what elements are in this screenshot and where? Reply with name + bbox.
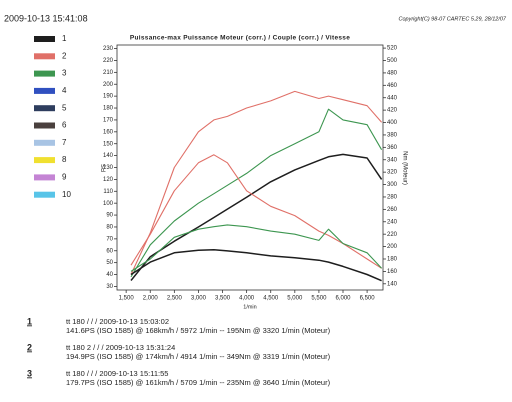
legend-swatch [34,122,55,129]
run-title: tt 180 2 / / / 2009-10-13 15:31:24 [66,343,175,352]
legend-label: 2 [62,51,67,60]
y2-axis-label: Nm (Moteur) [401,151,407,185]
copyright: Copyright(C) 98-07 CARTEC 5.29, 28/12/07 [398,16,506,22]
y-tick-label: 120 [103,177,114,183]
series-line [130,153,383,281]
y-tick-label: 230 [103,46,114,52]
legend-swatch [34,157,55,164]
legend-label: 3 [62,69,67,78]
y2-tick-label: 380 [387,133,398,139]
timestamp: 2009-10-13 15:41:08 [4,13,88,23]
x-tick-label: 1,500 [119,296,135,302]
y2-tick-label: 200 [387,244,398,250]
y2-tick-label: 460 [387,83,398,89]
legend-label: 1 [62,34,67,43]
x-tick-label: 4,000 [239,296,255,302]
run-number: 1 [27,316,32,326]
legend-label: 7 [62,138,67,147]
series-line [130,90,383,275]
x-tick-label: 6,000 [335,296,351,302]
x-tick-label: 3,000 [191,296,207,302]
y2-tick-label: 160 [387,269,398,275]
y2-tick-label: 400 [387,120,398,126]
legend-swatch [34,105,55,112]
y2-tick-label: 300 [387,182,398,188]
legend-label: 4 [62,86,67,95]
y-tick-label: 200 [103,82,114,88]
y2-tick-label: 340 [387,157,398,163]
legend-label: 6 [62,121,67,130]
y-tick-label: 90 [106,213,113,219]
legend-swatch [34,139,55,146]
legend-label: 8 [62,155,67,164]
y-tick-label: 50 [106,260,113,266]
y-tick-label: 80 [106,225,113,231]
y-tick-label: 170 [103,118,114,124]
y-tick-label: 30 [106,284,113,290]
y-tick-label: 220 [103,58,114,64]
legend-swatch [34,36,55,42]
x-tick-label: 5,000 [287,296,303,302]
y2-tick-label: 420 [387,108,398,114]
y-tick-label: 100 [103,201,114,207]
legend-swatch [34,174,55,181]
y-tick-label: 140 [103,153,114,159]
y-tick-label: 60 [106,248,113,254]
series-line [130,224,383,272]
run-title: tt 180 / / / 2009-10-13 15:03:02 [66,317,169,326]
x-tick-label: 2,000 [143,296,159,302]
legend-label: 9 [62,173,67,182]
legend-swatch [34,70,55,77]
legend-swatch [34,191,55,198]
x-tick-label: 3,500 [215,296,231,302]
x-tick-label: 6,500 [360,296,376,302]
legend-swatch [34,87,55,94]
run-number: 3 [27,368,32,378]
y2-tick-label: 140 [387,281,398,287]
x-tick-label: 5,500 [311,296,327,302]
x-axis-label: 1/min [243,304,256,310]
y2-tick-label: 480 [387,70,398,76]
y-tick-label: 180 [103,106,114,112]
y-tick-label: 40 [106,272,113,278]
run-summary: 179.7PS (ISO 1585) @ 161km/h / 5709 1/mi… [66,378,331,387]
y-axis-label: PS [102,164,108,172]
y-tick-label: 210 [103,70,114,76]
y-tick-label: 70 [106,236,113,242]
run-number: 2 [27,342,32,352]
chart-title: Puissance-max Puissance Moteur (corr.) /… [130,35,350,42]
y-tick-label: 110 [103,189,113,195]
legend-label: 5 [62,103,67,112]
y-tick-label: 160 [103,129,114,135]
y2-tick-label: 360 [387,145,398,151]
legend-swatch [34,53,55,60]
y-tick-label: 130 [103,165,114,171]
y-tick-label: 190 [103,94,114,100]
y2-tick-label: 240 [387,219,398,225]
y2-tick-label: 220 [387,232,398,238]
series-line [130,248,382,282]
y2-tick-label: 520 [387,46,398,52]
run-title: tt 180 / / / 2009-10-13 15:11:55 [66,369,168,378]
y2-tick-label: 260 [387,207,398,213]
run-summary: 141.6PS (ISO 1585) @ 168km/h / 5972 1/mi… [66,326,331,335]
y2-tick-label: 500 [387,58,398,64]
y2-tick-label: 180 [387,257,398,263]
x-tick-label: 2,500 [167,296,183,302]
legend-label: 10 [62,190,71,199]
y2-tick-label: 280 [387,195,398,201]
series-line [130,154,382,269]
series-line [130,108,383,278]
y2-tick-label: 440 [387,95,398,101]
y-tick-label: 150 [103,141,114,147]
run-summary: 194.9PS (ISO 1585) @ 174km/h / 4914 1/mi… [66,352,331,361]
y2-tick-label: 320 [387,170,398,176]
x-tick-label: 4,500 [263,296,279,302]
